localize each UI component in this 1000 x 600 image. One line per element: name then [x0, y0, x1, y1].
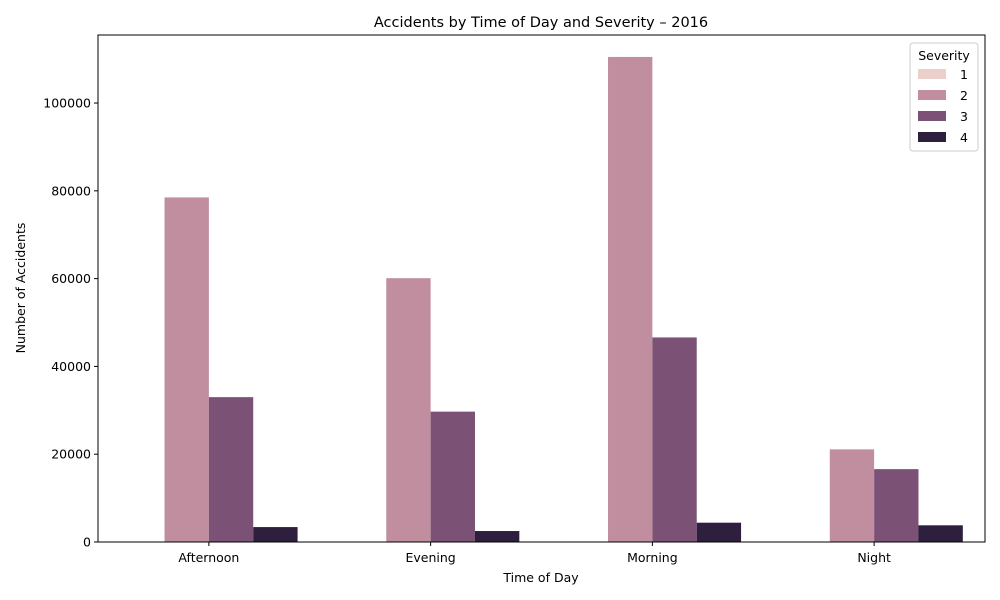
y-axis-label: Number of Accidents [13, 223, 28, 354]
x-axis-label: Time of Day [502, 570, 579, 585]
plot-area: Afternoon Evening Morning Night 0 20000 40000 6… [43, 34, 986, 565]
bar-afternoon-severity-4 [253, 527, 298, 542]
chart-title: Accidents by Time of Day and Severity – … [374, 15, 708, 31]
y-tick-label: 80000 [51, 183, 91, 198]
legend-label-severity-2: 2 [960, 88, 968, 103]
x-tick-label: Night [857, 550, 891, 565]
bar-night-severity-4 [918, 525, 963, 542]
bar-evening-severity-2 [386, 278, 431, 542]
legend-swatch-severity-2 [918, 90, 946, 100]
y-tick-label: 60000 [51, 271, 91, 286]
x-tick-label: Morning [627, 550, 678, 565]
legend-swatch-severity-4 [918, 132, 946, 142]
legend-label-severity-3: 3 [960, 109, 968, 124]
y-tick-label: 40000 [51, 359, 91, 374]
y-tick-label: 0 [83, 535, 91, 550]
legend-title: Severity [918, 48, 970, 63]
y-tick-label: 100000 [43, 96, 91, 111]
bar-afternoon-severity-3 [208, 397, 254, 542]
axes-frame [97, 34, 986, 543]
bar-afternoon-severity-2 [164, 197, 209, 543]
bar-evening-severity-4 [474, 531, 520, 542]
x-tick-label: Afternoon [178, 550, 239, 565]
bar-morning-severity-3 [652, 337, 697, 542]
legend-label-severity-4: 4 [960, 130, 968, 145]
legend-swatch-severity-3 [918, 111, 946, 121]
legend-swatch-severity-1 [918, 69, 946, 79]
bar-night-severity-2 [829, 449, 875, 542]
legend-label-severity-1: 1 [960, 67, 968, 82]
y-tick-label: 20000 [51, 447, 91, 462]
x-tick-label: Evening [406, 550, 456, 565]
legend: Severity 1 2 3 4 [909, 42, 979, 152]
bar-night-severity-3 [874, 469, 919, 542]
bar-evening-severity-3 [430, 411, 475, 542]
bar-morning-severity-2 [608, 56, 653, 542]
bar-morning-severity-4 [696, 522, 742, 542]
